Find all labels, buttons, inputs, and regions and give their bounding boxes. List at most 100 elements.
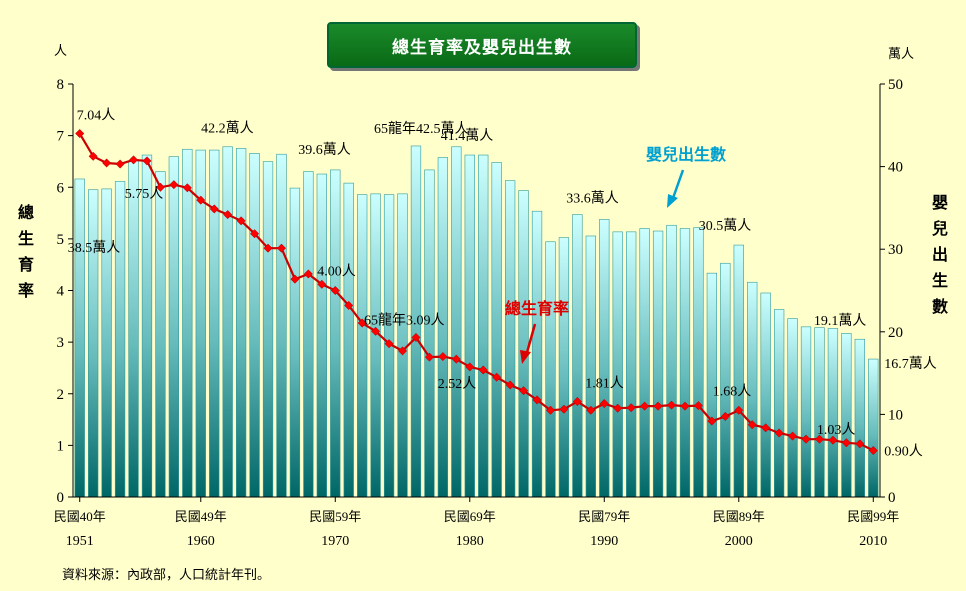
bar-1980 bbox=[464, 154, 475, 498]
tfr-callout-arrow-head bbox=[520, 350, 531, 364]
tfr-point-1957 bbox=[155, 182, 165, 192]
right-axis-unit: 萬人 bbox=[888, 46, 914, 61]
bar-1986 bbox=[545, 241, 556, 498]
tfr-point-2006 bbox=[814, 434, 825, 444]
data-label: 1.81人 bbox=[585, 376, 624, 392]
births-callout-label: 嬰兒出生數 bbox=[646, 145, 726, 164]
bar-1967 bbox=[289, 187, 301, 498]
tfr-point-2001 bbox=[747, 420, 757, 430]
bar-1975 bbox=[397, 193, 408, 498]
right-tick-label: 40 bbox=[888, 160, 903, 176]
tfr-point-2009 bbox=[855, 439, 865, 449]
bar-1995 bbox=[666, 224, 677, 498]
tfr-point-1951 bbox=[75, 129, 85, 139]
x-tick-year-label: 1990 bbox=[590, 534, 618, 549]
bar-1994 bbox=[652, 230, 664, 498]
bar-1989 bbox=[585, 235, 596, 498]
tfr-point-1992 bbox=[626, 403, 636, 413]
right-axis-title-char: 嬰 bbox=[932, 193, 948, 212]
bar-1966 bbox=[276, 153, 287, 498]
tfr-point-1971 bbox=[344, 300, 354, 311]
tfr-point-1966 bbox=[276, 243, 287, 253]
bar-1951 bbox=[74, 178, 85, 498]
data-label: 2.52人 bbox=[438, 376, 477, 392]
data-label: 0.90人 bbox=[884, 444, 923, 460]
bar-2003 bbox=[773, 309, 785, 498]
bar-1992 bbox=[626, 231, 637, 498]
bar-1997 bbox=[693, 227, 704, 498]
tfr-callout-arrow-shaft bbox=[524, 323, 537, 357]
bar-1962 bbox=[222, 146, 233, 498]
tfr-point-1979 bbox=[451, 354, 461, 364]
bar-1968 bbox=[303, 171, 314, 498]
tfr-point-1962 bbox=[223, 210, 233, 220]
data-label: 16.7萬人 bbox=[884, 356, 937, 372]
x-tick-year-label: 1960 bbox=[187, 534, 215, 549]
left-tick-label: 8 bbox=[57, 77, 65, 93]
tfr-point-1954 bbox=[115, 159, 125, 169]
right-tick-label: 30 bbox=[888, 242, 903, 258]
bar-2008 bbox=[841, 333, 852, 498]
x-tick-roc-label: 民國59年 bbox=[309, 509, 361, 524]
tfr-line-series bbox=[75, 129, 878, 456]
bar-1958 bbox=[168, 156, 180, 498]
tfr-point-1999 bbox=[720, 411, 730, 422]
bar-2010 bbox=[868, 358, 879, 498]
tfr-point-1974 bbox=[384, 339, 394, 349]
births-callout-arrow-shaft bbox=[670, 169, 685, 202]
bar-2009 bbox=[854, 338, 865, 498]
data-label: 33.6萬人 bbox=[566, 190, 619, 206]
bar-1984 bbox=[518, 190, 529, 498]
bar-1959 bbox=[182, 148, 193, 498]
tfr-point-1970 bbox=[330, 285, 340, 296]
tfr-point-2004 bbox=[788, 431, 798, 441]
data-label: 30.5萬人 bbox=[699, 218, 752, 234]
bar-1993 bbox=[639, 228, 650, 498]
bar-1969 bbox=[316, 173, 327, 498]
left-tick-label: 7 bbox=[57, 129, 65, 145]
bar-1954 bbox=[114, 181, 126, 498]
tfr-point-1994 bbox=[653, 401, 663, 411]
bar-1970 bbox=[330, 169, 341, 498]
tfr-point-1993 bbox=[640, 401, 650, 411]
right-tick-label: 0 bbox=[888, 490, 896, 506]
left-axis-title-char: 總 bbox=[18, 203, 34, 222]
x-tick-roc-label: 民國99年 bbox=[847, 509, 899, 524]
data-label: 41.4萬人 bbox=[441, 128, 494, 144]
x-tick-roc-label: 民國79年 bbox=[578, 509, 630, 524]
bar-1981 bbox=[478, 154, 489, 498]
tfr-point-1961 bbox=[209, 204, 219, 214]
bar-1983 bbox=[504, 180, 516, 498]
source-note: 資料來源：內政部，人口統計年刊。 bbox=[62, 568, 271, 583]
tfr-point-1953 bbox=[102, 158, 112, 168]
bar-2004 bbox=[787, 318, 798, 498]
bar-1999 bbox=[720, 262, 731, 498]
bar-2002 bbox=[760, 292, 771, 498]
tfr-point-1964 bbox=[250, 229, 260, 239]
data-label: 65龍年42.5萬人 bbox=[374, 120, 469, 137]
bar-1952 bbox=[88, 189, 99, 498]
bar-2006 bbox=[814, 327, 825, 498]
x-tick-year-label: 2000 bbox=[725, 534, 753, 549]
tfr-point-1968 bbox=[303, 269, 313, 279]
tfr-point-1955 bbox=[128, 155, 139, 165]
bar-1955 bbox=[128, 160, 139, 498]
left-tick-label: 5 bbox=[57, 232, 65, 248]
data-label: 65龍年3.09人 bbox=[364, 311, 445, 328]
x-tick-year-label: 2010 bbox=[859, 534, 887, 549]
bar-1973 bbox=[370, 193, 381, 498]
right-axis-title-char: 數 bbox=[932, 297, 948, 316]
bar-1987 bbox=[558, 237, 570, 498]
tfr-point-1991 bbox=[613, 403, 623, 413]
right-tick-label: 10 bbox=[888, 407, 903, 423]
tfr-point-1997 bbox=[693, 401, 703, 411]
left-tick-label: 1 bbox=[57, 438, 65, 454]
tfr-point-1956 bbox=[142, 156, 152, 166]
tfr-point-2005 bbox=[801, 434, 811, 444]
bar-1971 bbox=[343, 182, 354, 498]
bar-1963 bbox=[235, 148, 247, 498]
left-axis-title-char: 率 bbox=[18, 281, 34, 300]
tfr-point-1967 bbox=[290, 274, 300, 284]
tfr-point-1986 bbox=[545, 405, 556, 415]
